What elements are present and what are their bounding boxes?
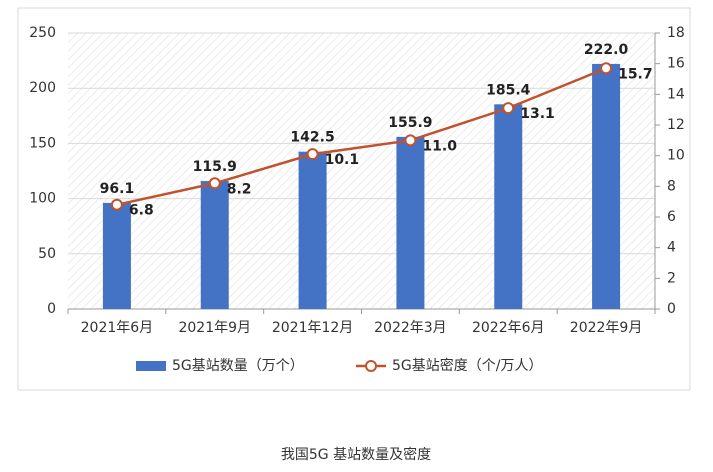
y2-tick-label: 6 [667,209,676,225]
y2-tick-label: 10 [667,148,685,164]
y2-tick-label: 18 [667,25,685,41]
x-tick-label: 2021年9月 [178,320,251,336]
x-tick-label: 2021年6月 [81,320,154,336]
x-tick-label: 2022年3月 [374,320,447,336]
bar-value-label: 142.5 [290,130,334,146]
line-marker [600,62,613,75]
x-tick-label: 2022年9月 [570,320,643,336]
legend-label: 5G基站密度（个/万人） [392,357,542,374]
line-value-label: 6.8 [129,203,154,219]
y-tick-label: 250 [29,25,56,41]
legend-swatch [136,361,166,371]
y2-tick-label: 4 [667,240,676,256]
x-tick-label: 2021年12月 [272,320,353,336]
bar-value-label: 115.9 [193,159,237,175]
legend-label: 5G基站数量（万个） [172,357,304,374]
bar [102,202,131,309]
line-marker [208,177,221,190]
legend-swatch [365,360,377,372]
y-tick-label: 150 [29,135,56,151]
line-marker [306,148,319,161]
plot-area [68,33,655,309]
y2-tick-label: 12 [667,117,685,133]
bar-value-label: 155.9 [388,115,432,131]
line-marker [110,198,123,211]
x-tick-label: 2022年6月 [472,320,545,336]
bar [396,136,425,309]
y-tick-label: 50 [38,246,56,262]
bar [592,63,621,309]
line-value-label: 8.2 [227,181,252,197]
y2-tick-label: 14 [667,86,685,102]
bar [298,151,327,309]
line-marker [404,134,417,147]
line-value-label: 13.1 [520,106,555,122]
line-value-label: 11.0 [422,138,457,154]
caption: 我国5G 基站数量及密度 [281,446,431,463]
bar [494,104,523,310]
line-value-label: 15.7 [618,66,653,82]
y-tick-label: 200 [29,80,56,96]
line-marker [502,102,515,115]
bar-value-label: 185.4 [486,82,531,98]
line-value-label: 10.1 [325,152,360,168]
y2-tick-label: 2 [667,270,676,286]
line [116,67,607,206]
y-tick-label: 0 [47,301,56,317]
y2-tick-label: 0 [667,301,676,317]
y2-tick-label: 8 [667,178,676,194]
y-tick-label: 100 [29,191,56,207]
bar-value-label: 96.1 [100,181,135,197]
bar-value-label: 222.0 [584,42,629,58]
bar [200,181,229,309]
y2-tick-label: 16 [667,56,685,72]
